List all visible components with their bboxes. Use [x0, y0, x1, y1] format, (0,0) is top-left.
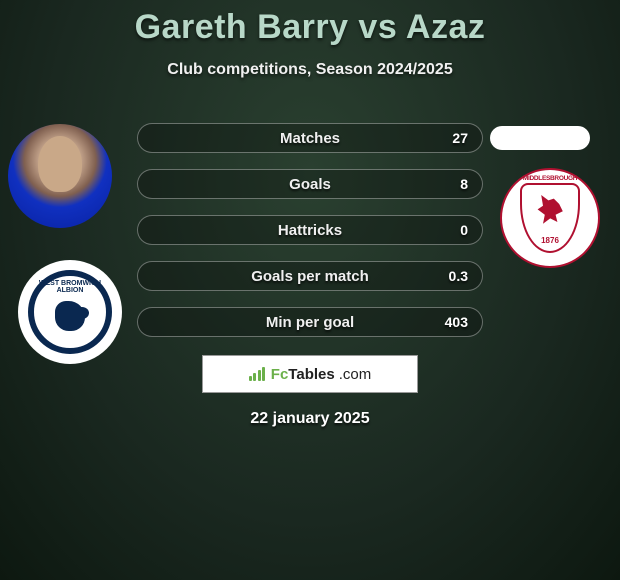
stat-right-value: 0.3 — [449, 268, 468, 284]
player-right-club-badge: MIDDLESBROUGH — [500, 168, 600, 268]
stat-label: Goals per match — [251, 268, 369, 285]
wba-badge-text: WEST BROMWICH ALBION — [39, 280, 101, 294]
page-subtitle: Club competitions, Season 2024/2025 — [0, 61, 620, 79]
stat-label: Goals — [289, 176, 331, 193]
stat-label: Min per goal — [266, 314, 354, 331]
stat-right-value: 8 — [460, 176, 468, 192]
brand-name: FcTables — [271, 366, 335, 383]
boro-lion-icon — [520, 183, 580, 253]
date-label: 22 january 2025 — [0, 410, 620, 428]
brand-suffix: .com — [339, 366, 372, 383]
stat-label: Matches — [280, 130, 340, 147]
stat-bars: Matches 27 Goals 8 Hattricks 0 Goals per… — [137, 123, 483, 353]
player-left-club-badge: WEST BROMWICH ALBION — [18, 260, 122, 364]
boro-badge-text: MIDDLESBROUGH — [502, 175, 598, 182]
throstle-icon — [55, 301, 85, 331]
bar-chart-icon — [249, 367, 267, 381]
stat-label: Hattricks — [278, 222, 342, 239]
stat-row-matches: Matches 27 — [137, 123, 483, 153]
page-title: Gareth Barry vs Azaz — [0, 0, 620, 47]
stat-right-value: 403 — [445, 314, 468, 330]
stat-right-value: 27 — [452, 130, 468, 146]
stat-row-goals: Goals 8 — [137, 169, 483, 199]
player-right-avatar — [490, 126, 590, 150]
stat-row-goals-per-match: Goals per match 0.3 — [137, 261, 483, 291]
player-left-avatar — [8, 124, 112, 228]
stat-row-hattricks: Hattricks 0 — [137, 215, 483, 245]
branding-box: FcTables .com — [202, 355, 418, 393]
stat-row-min-per-goal: Min per goal 403 — [137, 307, 483, 337]
stat-right-value: 0 — [460, 222, 468, 238]
